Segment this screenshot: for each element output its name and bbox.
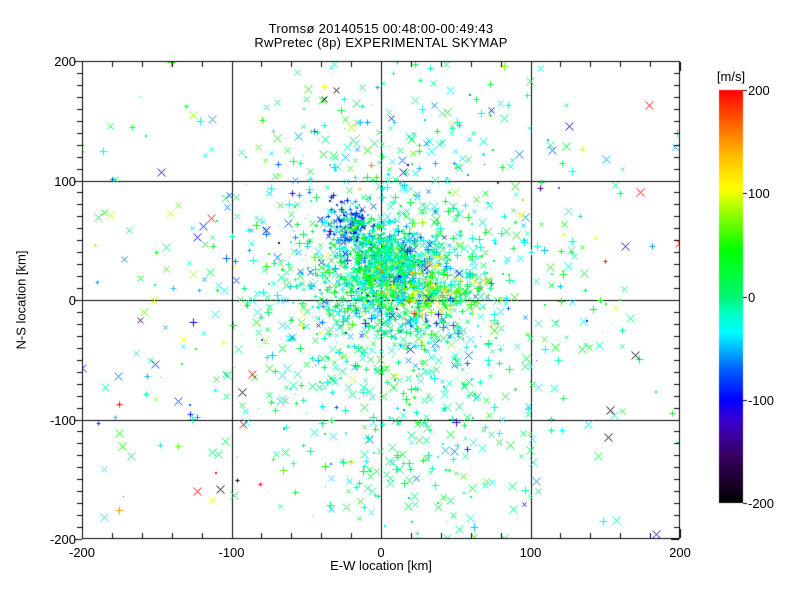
y-tick-label: -200 [49, 532, 76, 547]
y-tick-label: 200 [54, 54, 76, 69]
colorbar-tick-label: 0 [748, 289, 756, 305]
y-tick-label: 100 [54, 173, 76, 189]
x-tick-label: -200 [68, 545, 96, 560]
plot-title: Tromsø 20140515 00:48:00-00:49:43 [268, 21, 494, 36]
colorbar-unit-label: [m/s] [716, 69, 746, 84]
x-tick-label: 100 [519, 545, 542, 560]
y-tick-label: -100 [49, 412, 76, 428]
x-axis-title: E-W location [km] [330, 558, 432, 573]
colorbar-tick-label: -100 [748, 392, 775, 408]
x-tick-label: 0 [377, 545, 385, 560]
plot-subtitle: RwPretec (8p) EXPERIMENTAL SKYMAP [254, 35, 508, 50]
colorbar-tick-label: 200 [748, 83, 770, 98]
y-axis-title: N-S location [km] [13, 250, 29, 350]
y-tick-label: 0 [68, 293, 76, 308]
colorbar-tick-label: -200 [748, 496, 775, 511]
colorbar-tick-label: 100 [748, 186, 770, 202]
x-tick-label: -100 [218, 545, 245, 560]
x-tick-label: 200 [669, 545, 691, 560]
